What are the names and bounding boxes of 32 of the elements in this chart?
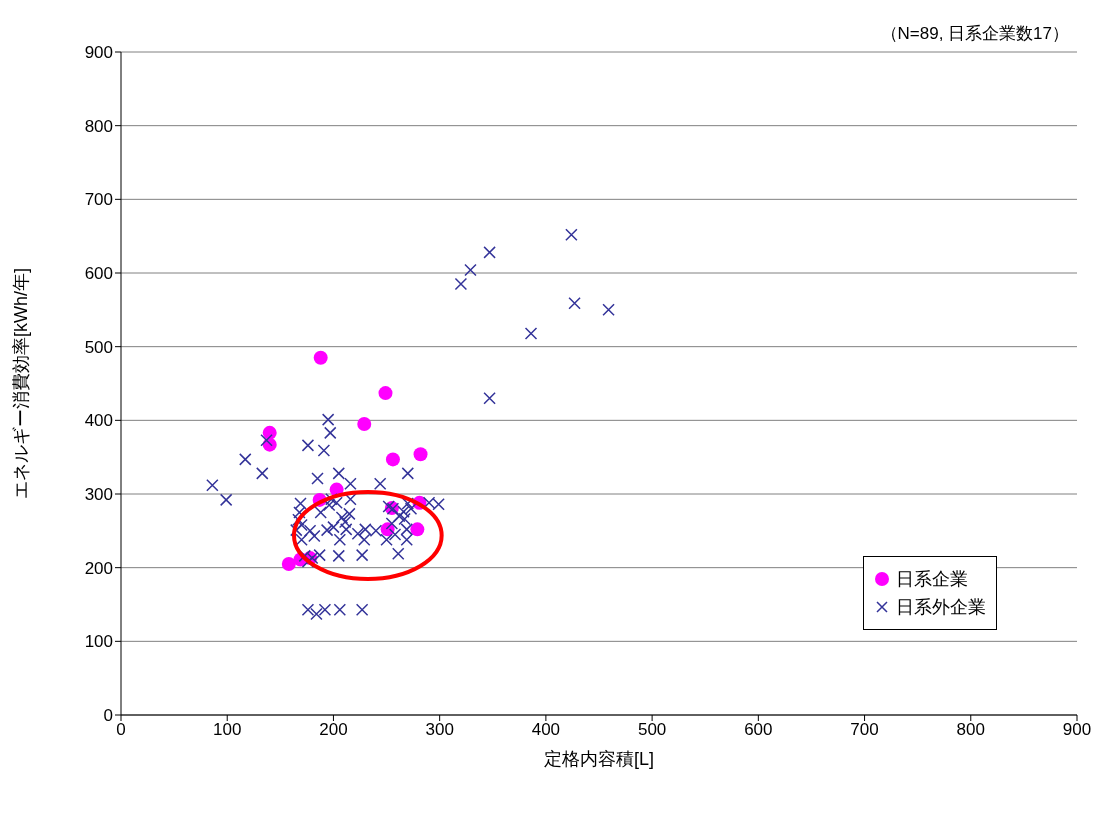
x-tick-label: 300	[425, 720, 454, 740]
y-tick-label: 600	[84, 264, 113, 284]
x-tick-label: 600	[744, 720, 773, 740]
point	[281, 556, 296, 571]
x-tick-label: 0	[116, 720, 126, 740]
text: （N=89, 日系企業数17）	[880, 23, 1069, 45]
legend-label: 日系外企業	[896, 596, 986, 619]
point	[378, 386, 393, 401]
x-tick-label: 200	[319, 720, 348, 740]
y-tick-label: 800	[84, 116, 113, 136]
y-tick-label: 400	[84, 411, 113, 431]
y-axis-title: エネルギー消費効率[kWh/年]	[11, 267, 32, 500]
y-tick-label: 0	[103, 706, 113, 726]
y-tick-label: 700	[84, 190, 113, 210]
x-tick-label: 900	[1062, 720, 1092, 740]
y-tick-label: 100	[84, 632, 113, 652]
point	[357, 417, 372, 432]
point	[410, 522, 425, 537]
x-tick-label: 700	[850, 720, 879, 740]
point	[413, 447, 428, 462]
x-axis-title: 定格内容積[L]	[543, 749, 655, 769]
y-tick-label: 500	[84, 337, 113, 357]
y-tick-label: 300	[84, 485, 113, 505]
x-tick-label: 500	[637, 720, 667, 740]
x-tick-label: 100	[213, 720, 242, 740]
x-tick-label: 400	[531, 720, 561, 740]
legend-label: 日系企業	[896, 568, 968, 591]
y-tick-label: 200	[84, 558, 113, 578]
point	[385, 452, 400, 467]
point	[313, 350, 328, 365]
y-tick-label: 900	[84, 43, 113, 63]
x-tick-label: 800	[956, 720, 985, 740]
